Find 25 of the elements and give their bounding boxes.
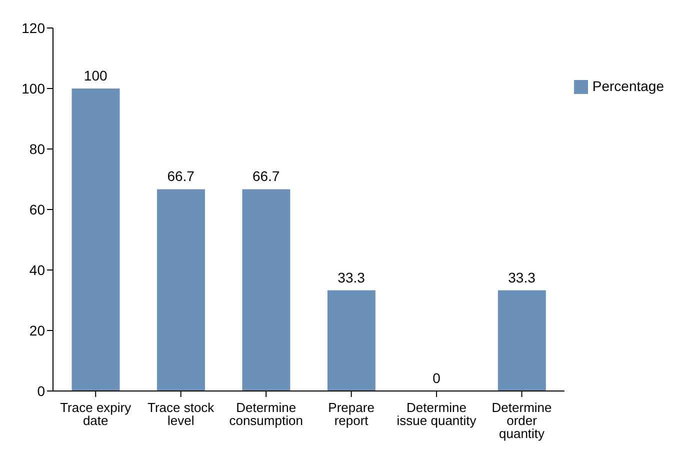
data-label: 0 [432, 370, 441, 386]
bar [327, 290, 376, 391]
x-tick-label: Trace stock level [147, 400, 215, 428]
data-label: 33.3 [338, 269, 366, 286]
x-tick-label: Trace expiry date [60, 400, 132, 428]
y-tick-label: 40 [29, 262, 46, 278]
x-tick-label: Determine consumption [229, 400, 303, 428]
bar [72, 88, 120, 391]
data-label: 33.3 [508, 269, 536, 286]
x-tick-label: Determine issue quantity [396, 400, 477, 428]
x-tick-label: Determine order quantity [492, 400, 552, 442]
data-label: 66.7 [167, 168, 195, 184]
data-label: 66.7 [252, 168, 280, 184]
x-tick-label: Prepare report [328, 400, 374, 428]
y-tick-label: 120 [22, 20, 46, 36]
legend-label: Percentage [592, 78, 664, 94]
data-label: 100 [84, 68, 108, 84]
y-tick-label: 20 [29, 322, 46, 338]
y-tick-label: 80 [29, 140, 46, 157]
bar [242, 189, 290, 391]
y-tick-label: 0 [37, 382, 46, 399]
y-tick-label: 60 [29, 201, 46, 218]
y-tick-label: 100 [22, 80, 46, 96]
bar [156, 189, 205, 391]
bar [498, 290, 546, 391]
